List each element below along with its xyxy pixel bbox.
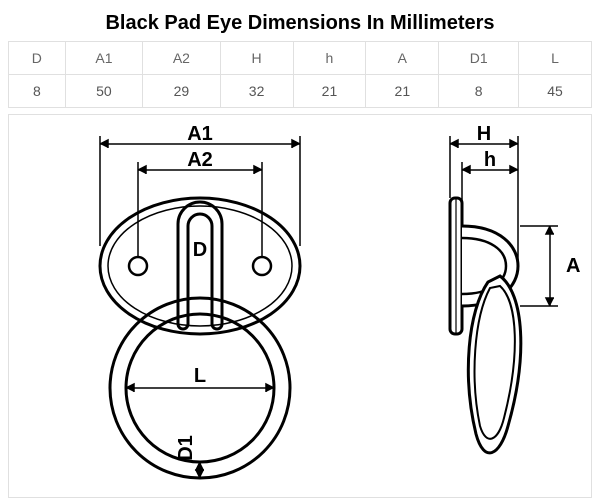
cell-H: 32 xyxy=(220,75,293,108)
label-D: D xyxy=(193,239,207,261)
cell-D: 8 xyxy=(9,75,66,108)
label-L: L xyxy=(194,365,206,387)
diagram-container: A1 A2 D L xyxy=(8,114,592,498)
label-h: h xyxy=(484,149,496,171)
cell-A: 21 xyxy=(366,75,439,108)
col-A2: A2 xyxy=(143,42,220,75)
label-A2: A2 xyxy=(187,149,213,171)
col-h: h xyxy=(293,42,366,75)
cell-L: 45 xyxy=(519,75,592,108)
cell-A2: 29 xyxy=(143,75,220,108)
table-header-row: D A1 A2 H h A D1 L xyxy=(9,42,592,75)
side-view: H h A xyxy=(450,123,580,453)
col-A: A xyxy=(366,42,439,75)
label-H: H xyxy=(477,123,491,145)
label-A: A xyxy=(566,255,580,277)
page-title: Black Pad Eye Dimensions In Millimeters xyxy=(8,12,592,35)
label-D1: D1 xyxy=(175,435,197,461)
col-A1: A1 xyxy=(65,42,142,75)
pad-eye-diagram: A1 A2 D L xyxy=(10,116,590,496)
cell-h: 21 xyxy=(293,75,366,108)
label-A1: A1 xyxy=(187,123,213,145)
dimensions-table: D A1 A2 H h A D1 L 8 50 29 32 21 21 8 45 xyxy=(8,41,592,108)
col-L: L xyxy=(519,42,592,75)
col-D: D xyxy=(9,42,66,75)
cell-A1: 50 xyxy=(65,75,142,108)
table-row: 8 50 29 32 21 21 8 45 xyxy=(9,75,592,108)
col-H: H xyxy=(220,42,293,75)
cell-D1: 8 xyxy=(439,75,519,108)
front-view: A1 A2 D L xyxy=(100,123,300,478)
col-D1: D1 xyxy=(439,42,519,75)
